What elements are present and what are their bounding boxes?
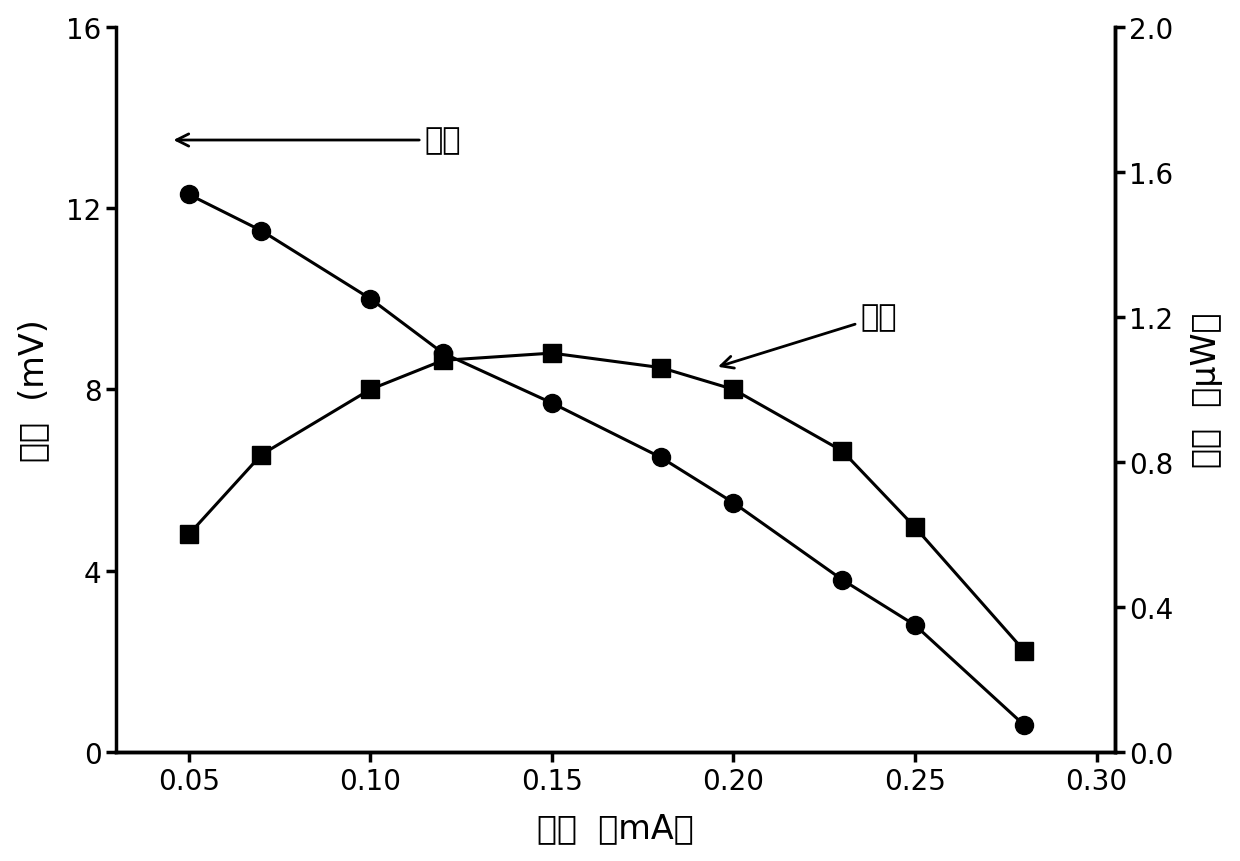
Y-axis label: 电压  (mV): 电压 (mV) bbox=[16, 319, 50, 461]
Text: 功率: 功率 bbox=[720, 303, 897, 369]
Text: 电压: 电压 bbox=[176, 127, 461, 155]
X-axis label: 电流  （mA）: 电流 （mA） bbox=[537, 811, 694, 845]
Y-axis label: 功率  （μW）: 功率 （μW） bbox=[1190, 313, 1224, 468]
